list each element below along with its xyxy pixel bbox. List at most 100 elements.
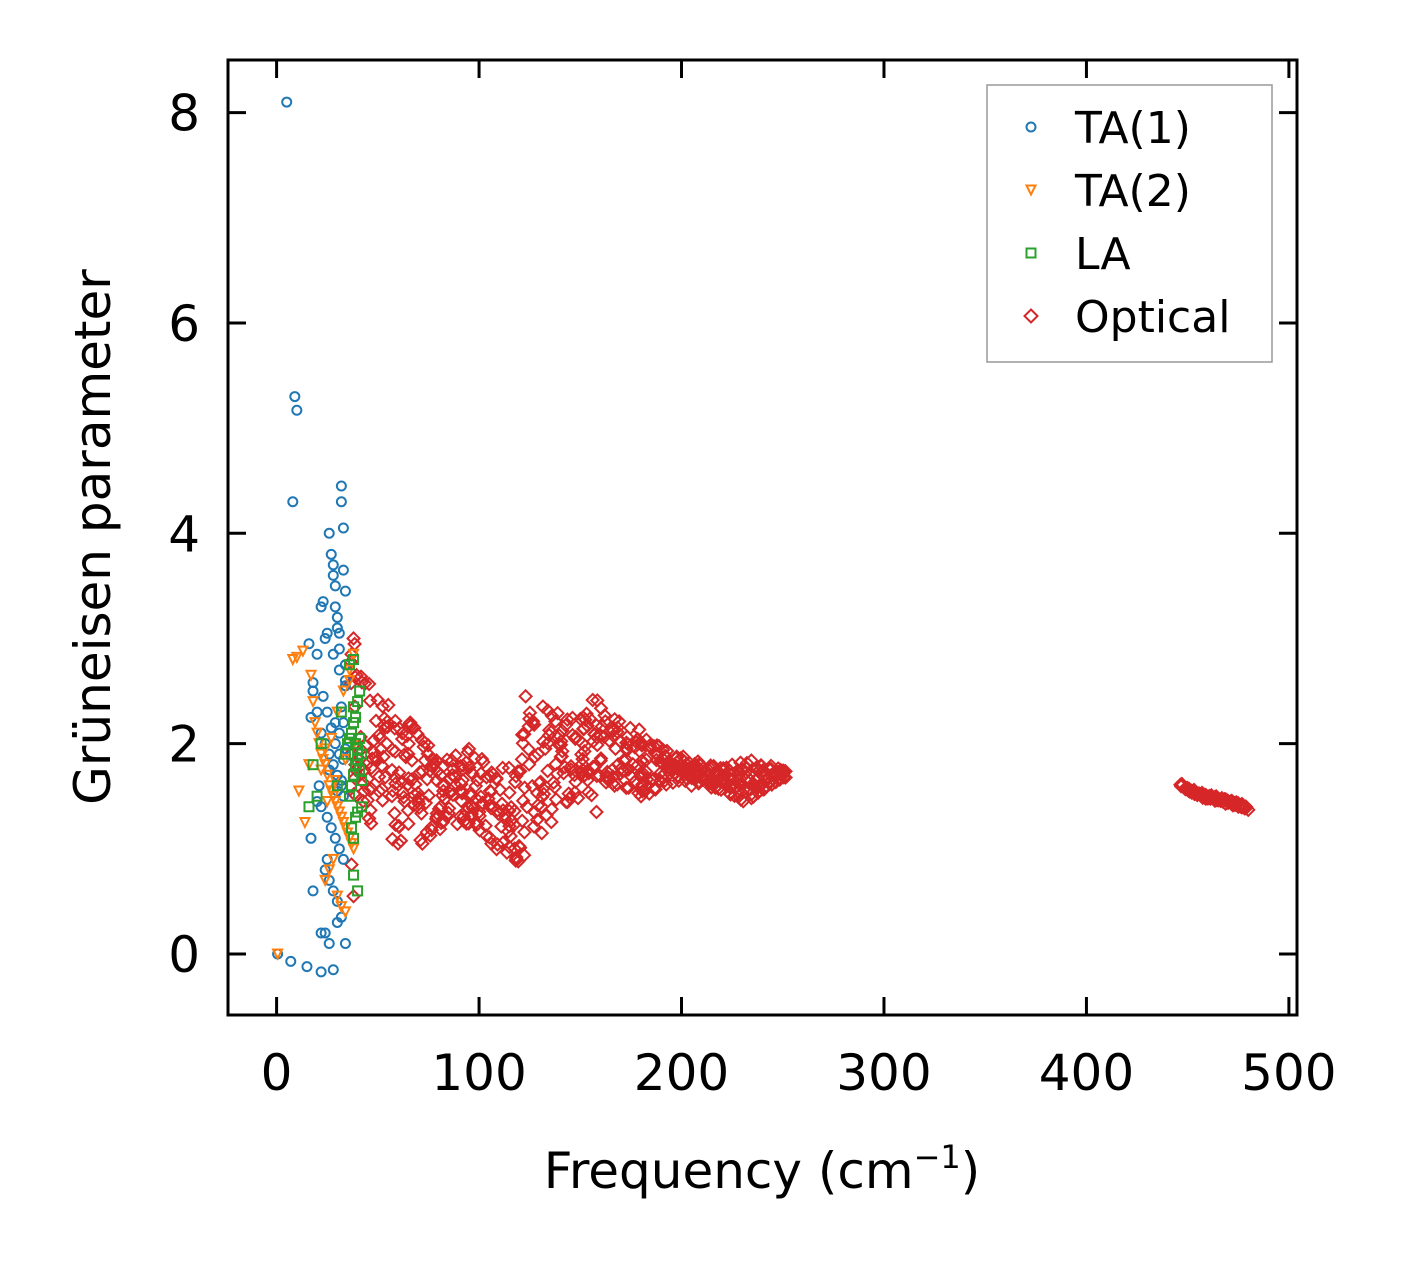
ta-2-point	[296, 645, 310, 658]
ta-1-point	[315, 966, 327, 978]
optical-point	[541, 727, 557, 743]
ta-1-point	[281, 96, 293, 108]
optical-point	[366, 732, 382, 748]
legend-label-ta-1: TA(1)	[1074, 103, 1191, 154]
legend-label-la: LA	[1075, 229, 1131, 280]
optical-point	[514, 813, 530, 829]
optical-point	[406, 720, 422, 736]
optical-point	[508, 849, 524, 865]
optical-point	[568, 774, 584, 790]
optical-point	[492, 782, 508, 798]
optical-point	[618, 735, 634, 751]
legend-marker-optical	[1023, 308, 1039, 324]
x-axis-label-superscript: −1	[914, 1138, 961, 1176]
optical-point	[618, 780, 634, 796]
ta-2-point	[323, 864, 336, 877]
optical-point	[519, 799, 535, 815]
ta-1-point	[335, 480, 347, 492]
ta-2-point	[306, 696, 320, 709]
optical-point	[404, 752, 420, 768]
ta-1-point	[321, 627, 333, 639]
optical-point	[515, 793, 531, 809]
x-axis-label-close: )	[961, 1142, 981, 1200]
ta-1-point	[285, 955, 297, 967]
optical-point	[376, 717, 392, 733]
optical-point	[540, 763, 556, 779]
optical-point	[682, 756, 698, 771]
optical-point	[636, 767, 652, 782]
optical-point	[630, 757, 646, 773]
optical-point	[585, 692, 601, 708]
la-point	[348, 654, 360, 666]
optical-point	[750, 785, 766, 801]
ta-2-point	[339, 906, 352, 919]
optical-point	[560, 794, 575, 810]
ta-1-point	[333, 664, 345, 676]
ta-2-point	[292, 785, 305, 798]
optical-point	[540, 735, 556, 751]
ta-1-point	[323, 937, 335, 949]
optical-point	[474, 751, 490, 767]
ta-1-point	[335, 496, 347, 508]
optical-point	[514, 727, 530, 743]
la-point	[348, 832, 360, 844]
la-point	[307, 759, 319, 771]
optical-point	[414, 805, 429, 821]
ta-1-point	[313, 780, 325, 792]
ta-1-point	[329, 580, 341, 592]
ta-2-point	[319, 874, 332, 888]
legend-item-ta-2: TA(2)	[1024, 166, 1191, 217]
optical-point	[558, 717, 574, 733]
ta-1-point	[331, 622, 343, 634]
la-point	[346, 822, 358, 834]
optical-point	[497, 808, 513, 823]
legend-label-optical: Optical	[1075, 292, 1230, 343]
optical-point	[396, 747, 412, 763]
optical-point	[360, 792, 376, 808]
ta-2-point	[327, 853, 340, 867]
ta-1-point	[337, 717, 349, 729]
optical-point	[472, 808, 487, 824]
optical-point	[553, 737, 569, 753]
series-ta-2	[271, 645, 360, 961]
la-point	[335, 706, 347, 718]
x-tick-label: 400	[1039, 1044, 1134, 1102]
optical-point	[1214, 791, 1230, 807]
legend-marker-ta-1	[1025, 121, 1037, 133]
optical-point	[461, 759, 477, 775]
optical-point	[377, 769, 393, 785]
la-point	[339, 748, 351, 760]
optical-point	[544, 801, 560, 817]
la-point	[354, 764, 366, 776]
la-point	[311, 790, 323, 802]
optical-point	[554, 723, 570, 739]
ta-1-point	[303, 638, 315, 650]
la-point	[352, 885, 364, 897]
optical-point	[584, 787, 599, 803]
optical-point	[544, 708, 560, 724]
ta-1-point	[337, 853, 349, 865]
optical-point	[1211, 791, 1227, 807]
optical-point	[637, 783, 653, 799]
ta-1-point	[321, 706, 333, 718]
legend-item-ta-1: TA(1)	[1025, 103, 1191, 154]
optical-point	[413, 832, 428, 848]
tick-labels: 0 100 200 300 400 500 0 2 4 6 8	[168, 85, 1336, 1102]
la-point	[354, 732, 366, 744]
optical-point	[1173, 777, 1189, 793]
la-point	[352, 753, 364, 765]
optical-point	[518, 688, 534, 704]
optical-point	[741, 775, 756, 791]
optical-point	[508, 768, 524, 784]
legend-marker-ta-2	[1024, 184, 1038, 197]
series-ta-1	[272, 96, 351, 978]
x-tick-label: 0	[261, 1044, 293, 1102]
optical-point	[516, 824, 532, 840]
y-tick-label: 2	[168, 716, 200, 774]
optical-point	[516, 847, 532, 863]
la-point	[354, 685, 366, 697]
optical-point	[482, 830, 497, 845]
la-point	[303, 801, 315, 813]
optical-point	[489, 841, 505, 857]
